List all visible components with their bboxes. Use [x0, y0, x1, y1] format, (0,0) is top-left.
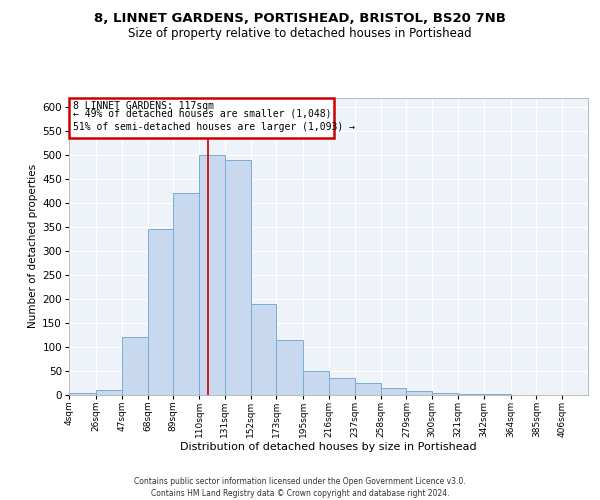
- Bar: [304, 371, 329, 395]
- Text: 8, LINNET GARDENS, PORTISHEAD, BRISTOL, BS20 7NB: 8, LINNET GARDENS, PORTISHEAD, BRISTOL, …: [94, 12, 506, 26]
- Text: Contains public sector information licensed under the Open Government Licence v3: Contains public sector information licen…: [134, 478, 466, 486]
- Bar: [199, 155, 225, 395]
- Bar: [148, 230, 173, 395]
- Bar: [355, 383, 380, 395]
- Bar: [225, 160, 251, 395]
- Bar: [458, 394, 484, 395]
- Bar: [251, 304, 277, 395]
- Bar: [173, 194, 199, 395]
- Text: 8 LINNET GARDENS: 117sqm: 8 LINNET GARDENS: 117sqm: [73, 102, 214, 112]
- Bar: [484, 394, 511, 395]
- Bar: [69, 392, 96, 395]
- Bar: [380, 388, 406, 395]
- Text: 51% of semi-detached houses are larger (1,093) →: 51% of semi-detached houses are larger (…: [73, 122, 355, 132]
- Bar: [69, 98, 334, 138]
- Bar: [96, 390, 122, 395]
- Text: ← 49% of detached houses are smaller (1,048): ← 49% of detached houses are smaller (1,…: [73, 108, 332, 118]
- X-axis label: Distribution of detached houses by size in Portishead: Distribution of detached houses by size …: [180, 442, 477, 452]
- Bar: [432, 392, 458, 395]
- Bar: [329, 378, 355, 395]
- Y-axis label: Number of detached properties: Number of detached properties: [28, 164, 38, 328]
- Bar: [277, 340, 304, 395]
- Bar: [406, 391, 432, 395]
- Text: Size of property relative to detached houses in Portishead: Size of property relative to detached ho…: [128, 28, 472, 40]
- Bar: [122, 338, 148, 395]
- Text: Contains HM Land Registry data © Crown copyright and database right 2024.: Contains HM Land Registry data © Crown c…: [151, 488, 449, 498]
